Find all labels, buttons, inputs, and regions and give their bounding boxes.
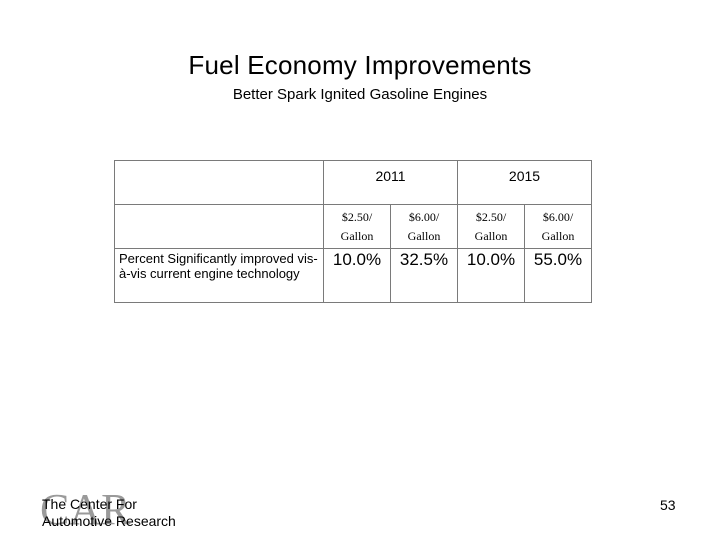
- car-logo-icon: CAR: [40, 486, 131, 530]
- header-row-years: 2011 2015: [114, 160, 592, 205]
- org-name-line2: Automotive Research: [42, 513, 176, 529]
- page-number: 53: [660, 497, 676, 513]
- slide-subtitle: Better Spark Ignited Gasoline Engines: [232, 86, 488, 103]
- price-amount: $2.50/: [341, 209, 373, 224]
- table-row: Percent Significantly improved vis-à-vis…: [114, 248, 592, 303]
- price-header-cell: $2.50/ Gallon: [457, 204, 525, 249]
- price-header-cell: $2.50/ Gallon: [323, 204, 391, 249]
- value-cell: 55.0%: [524, 248, 592, 303]
- data-table: 2011 2015 $2.50/ Gallon $6.00/ Gallon $2…: [114, 160, 592, 303]
- org-name-line1: The Center For: [42, 496, 137, 512]
- empty-header-cell: [114, 160, 324, 205]
- price-amount: $2.50/: [475, 209, 507, 224]
- price-header-cell: $6.00/ Gallon: [390, 204, 458, 249]
- value-cell: 32.5%: [390, 248, 458, 303]
- price-unit: Gallon: [407, 228, 441, 243]
- value-cell: 10.0%: [457, 248, 525, 303]
- slide-title: Fuel Economy Improvements: [188, 50, 532, 80]
- logo-letters: CAR: [40, 486, 131, 530]
- row-label: Percent Significantly improved vis-à-vis…: [114, 248, 324, 303]
- year-header-2011: 2011: [323, 160, 458, 205]
- price-header-cell: $6.00/ Gallon: [524, 204, 592, 249]
- price-unit: Gallon: [541, 228, 575, 243]
- price-amount: $6.00/: [542, 209, 574, 224]
- value-cell: 10.0%: [323, 248, 391, 303]
- header-row-prices: $2.50/ Gallon $6.00/ Gallon $2.50/ Gallo…: [114, 204, 592, 249]
- empty-subheader-cell: [114, 204, 324, 249]
- price-unit: Gallon: [340, 228, 374, 243]
- price-amount: $6.00/: [408, 209, 440, 224]
- price-unit: Gallon: [474, 228, 508, 243]
- year-header-2015: 2015: [457, 160, 592, 205]
